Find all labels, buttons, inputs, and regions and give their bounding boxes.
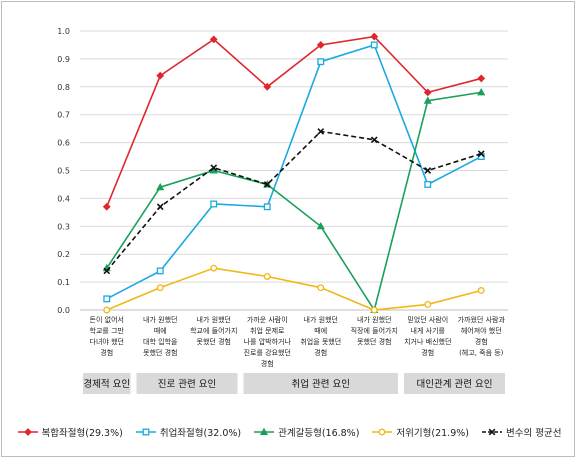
legend-label: 변수의 평균선 xyxy=(505,428,562,439)
y-tick-label: 1.0 xyxy=(57,27,70,36)
chart-legend: 복합좌절형(29.3%) 취업좌절형(32.0%) 관계갈등형(16.8%) 저위기형… xyxy=(0,423,578,441)
legend-label: 복합좌절형(29.3%) xyxy=(41,428,123,439)
data-point xyxy=(156,71,165,80)
series-group xyxy=(103,41,485,303)
legend-item: 복합좌절형(29.3%) xyxy=(17,425,123,439)
y-tick-label: 0.1 xyxy=(57,278,70,287)
series-line xyxy=(106,35,482,208)
series-group xyxy=(102,32,486,211)
legend-marker xyxy=(488,428,496,436)
y-tick-label: 0.5 xyxy=(57,167,70,176)
data-point xyxy=(423,96,432,104)
data-point xyxy=(210,200,218,208)
data-point xyxy=(103,267,111,275)
data-point xyxy=(263,273,271,280)
series-line xyxy=(106,91,482,312)
legend-swatch xyxy=(135,428,156,436)
y-tick-label: 0.8 xyxy=(57,83,70,92)
y-tick-label: 0.3 xyxy=(57,222,70,231)
legend-label: 저위기형(21.9%) xyxy=(396,428,469,439)
y-tick-label: 0.9 xyxy=(57,55,70,64)
legend-label: 관계갈등형(16.8%) xyxy=(278,428,360,439)
legend-item: 변수의 평균선 xyxy=(481,425,561,439)
data-point xyxy=(263,82,272,91)
series-line xyxy=(106,43,482,300)
legend-swatch xyxy=(17,428,38,436)
data-point xyxy=(370,306,378,314)
x-tick-label: 내가 원했던 때에 대학 입학을 못했던 경험 xyxy=(143,315,178,357)
group-label: 진로 관련 요인 xyxy=(158,379,216,390)
series-group xyxy=(103,128,485,275)
series-group xyxy=(102,88,486,313)
x-tick-label: 내가 원했던 학교에 들어가지 못했던 경험 xyxy=(190,315,237,346)
legend-marker xyxy=(23,428,32,436)
data-point xyxy=(424,300,432,308)
x-tick-label: 믿었던 사람이 내게 사기를 치거나 배신했던 경험 xyxy=(404,315,451,357)
legend-marker xyxy=(260,427,269,435)
legend-item: 취업좌절형(32.0%) xyxy=(135,425,241,439)
legend-item: 관계갈등형(16.8%) xyxy=(253,425,359,439)
data-point xyxy=(317,58,325,66)
data-point xyxy=(424,180,432,188)
legend-swatch xyxy=(372,428,393,436)
y-tick-label: 0.4 xyxy=(57,194,70,203)
y-tick-label: 0.0 xyxy=(57,306,70,315)
y-tick-label: 0.2 xyxy=(57,250,70,259)
group-box xyxy=(136,373,238,394)
group-label: 경제적 요인 xyxy=(83,378,130,390)
data-point xyxy=(317,128,325,135)
legend-marker xyxy=(378,428,386,436)
data-point xyxy=(477,150,485,158)
group-label: 취업 관련 요인 xyxy=(292,378,350,390)
y-tick-label: 0.6 xyxy=(57,139,70,148)
series-line xyxy=(106,130,482,272)
legend-label: 취업좌절형(32.0%) xyxy=(159,428,242,439)
data-point xyxy=(210,264,218,272)
data-point xyxy=(210,164,218,172)
data-point xyxy=(316,221,325,230)
group-box xyxy=(404,373,505,394)
y-tick-label: 0.7 xyxy=(57,111,70,120)
data-point xyxy=(156,182,165,191)
x-tick-label: 돈이 없어서 학교를 그만 다녀야 했던 경험 xyxy=(90,315,125,357)
legend-swatch xyxy=(481,428,502,436)
data-point xyxy=(156,203,164,211)
data-point xyxy=(263,181,271,188)
data-point xyxy=(102,202,111,211)
x-tick-label: 내가 원했던 직장에 들어가지 못했던 경험 xyxy=(351,315,398,346)
group-label: 대인관계 관련 요인 xyxy=(417,378,493,390)
data-point xyxy=(370,136,378,144)
series-line xyxy=(106,267,482,311)
data-point xyxy=(477,74,486,83)
x-tick-label: 가까웠던 사람과 헤어져야 했던 경험 (헤고, 죽음 등) xyxy=(458,315,506,357)
data-point xyxy=(477,287,485,294)
series-group xyxy=(103,264,485,314)
data-point xyxy=(103,306,111,314)
data-point xyxy=(209,35,218,44)
group-box xyxy=(243,373,398,394)
data-point xyxy=(103,295,111,303)
x-tick-label: 내가 원했던 때에 취업을 못했던 경험 xyxy=(300,315,341,357)
data-point xyxy=(263,203,271,211)
x-tick-label: 가까운 사람이 취업 문제로 나를 압박하거나 진로를 강요했던 경험 xyxy=(244,315,292,368)
legend-swatch xyxy=(254,427,275,435)
data-point xyxy=(423,88,432,97)
data-point xyxy=(424,167,432,174)
data-point xyxy=(316,41,325,49)
data-point xyxy=(370,41,378,49)
legend-item: 저위기형(21.9%) xyxy=(371,425,469,439)
data-point xyxy=(156,267,164,275)
group-box xyxy=(83,373,131,394)
data-point xyxy=(370,32,379,41)
data-point xyxy=(477,88,486,96)
legend-marker xyxy=(142,428,150,436)
data-point xyxy=(317,284,325,292)
data-point xyxy=(156,284,164,292)
